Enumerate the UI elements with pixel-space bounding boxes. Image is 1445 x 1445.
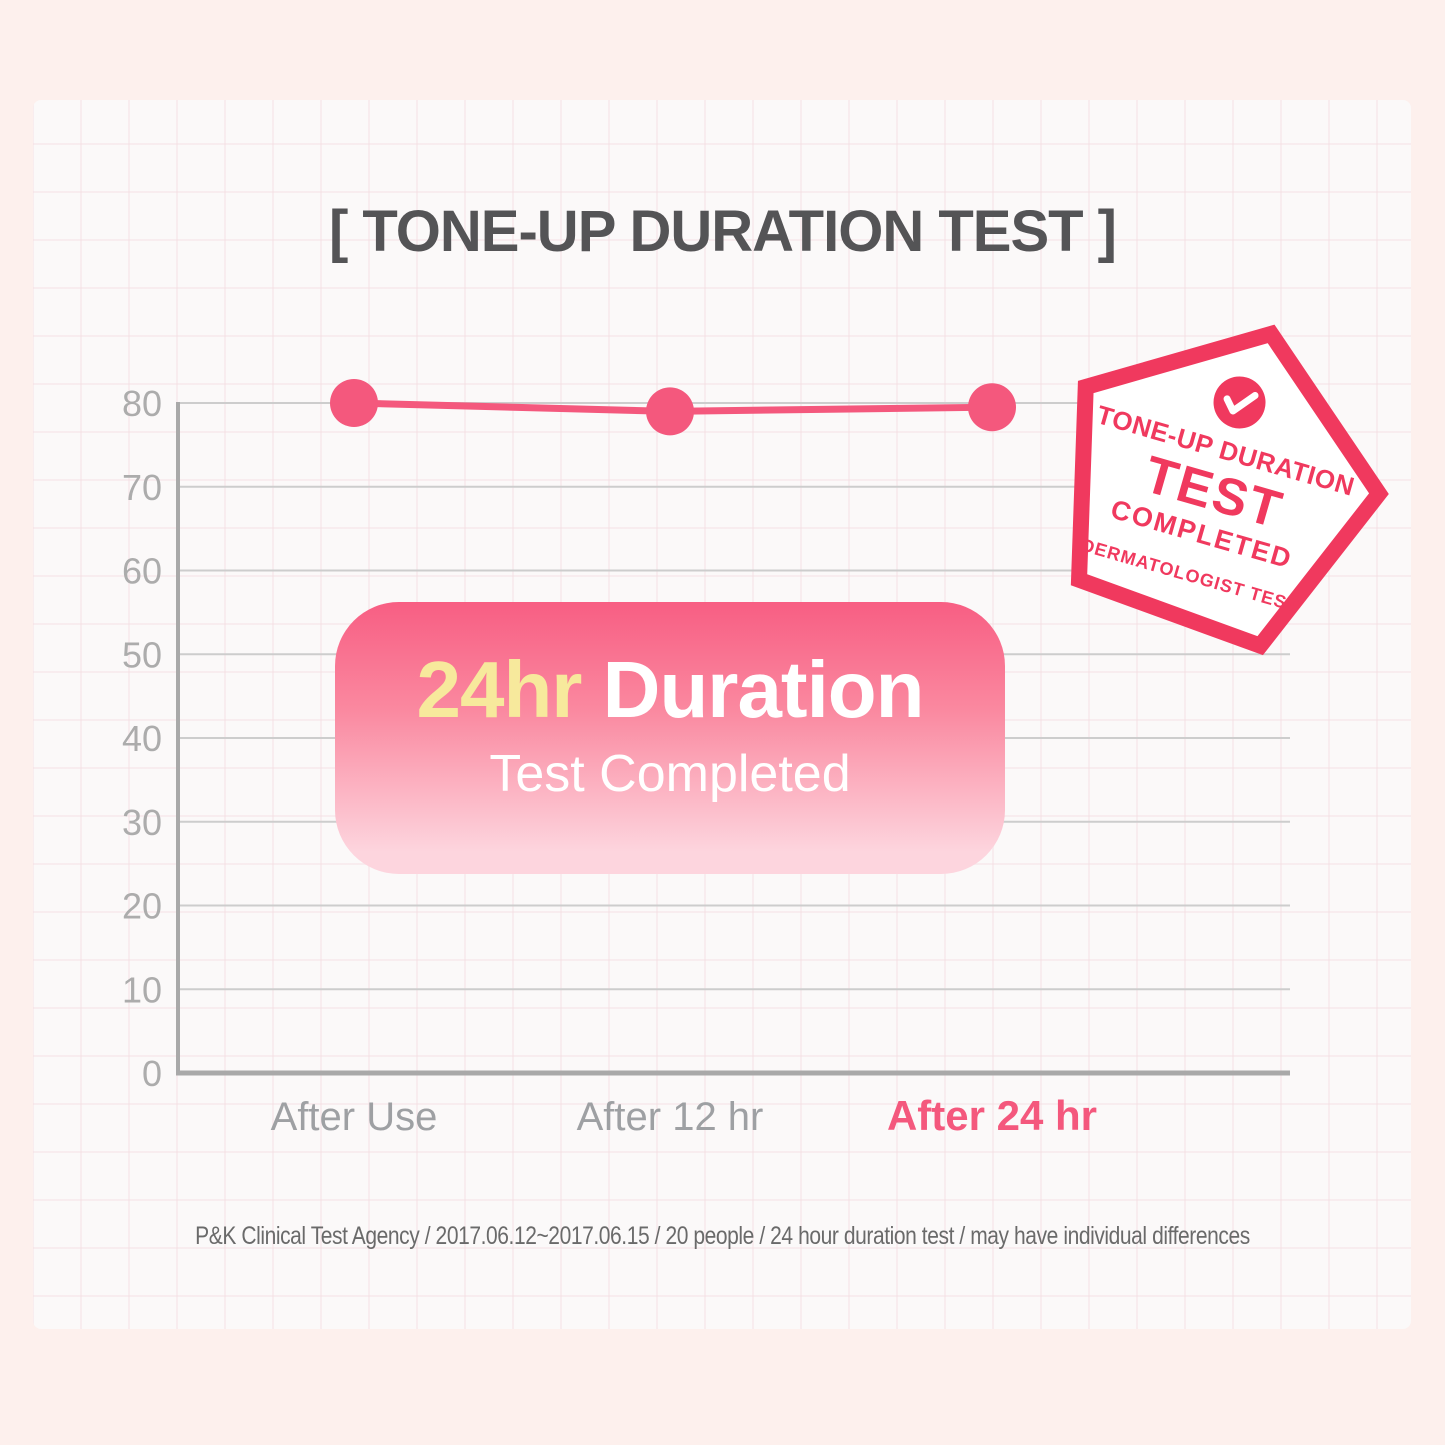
duration-headline-rest: Duration (581, 645, 925, 734)
y-axis-tick-label: 10 (122, 969, 162, 1010)
y-axis-tick-label: 80 (122, 383, 162, 424)
test-completed-badge: TONE-UP DURATION TEST COMPLETED DERMATOL… (999, 272, 1432, 705)
y-axis-tick-label: 30 (122, 802, 162, 843)
y-axis-tick-label: 60 (122, 551, 162, 592)
data-point (646, 387, 694, 436)
y-axis-tick-label: 0 (142, 1053, 162, 1094)
x-axis-label: After 24 hr (887, 1092, 1097, 1139)
duration-headline-highlight: 24hr (416, 645, 582, 734)
y-axis-tick-label: 20 (122, 886, 162, 927)
badge-content: TONE-UP DURATION TEST COMPLETED DERMATOL… (999, 272, 1432, 705)
data-point (330, 379, 378, 427)
y-axis-tick-label: 50 (122, 634, 162, 675)
y-axis-tick-label: 40 (122, 718, 162, 759)
duration-headline: 24hr Duration (416, 650, 924, 730)
check-icon (1207, 370, 1272, 435)
data-point (968, 383, 1016, 432)
duration-result-box: 24hr Duration Test Completed (335, 602, 1005, 874)
y-axis-tick-label: 70 (122, 467, 162, 508)
footnote: P&K Clinical Test Agency / 2017.06.12~20… (195, 1222, 1250, 1250)
pentagon-outline (1070, 324, 1389, 656)
x-axis-label: After Use (271, 1095, 438, 1139)
x-axis-label: After 12 hr (577, 1095, 764, 1139)
duration-subline: Test Completed (489, 745, 851, 803)
page-title: [ TONE-UP DURATION TEST ] (329, 199, 1117, 264)
